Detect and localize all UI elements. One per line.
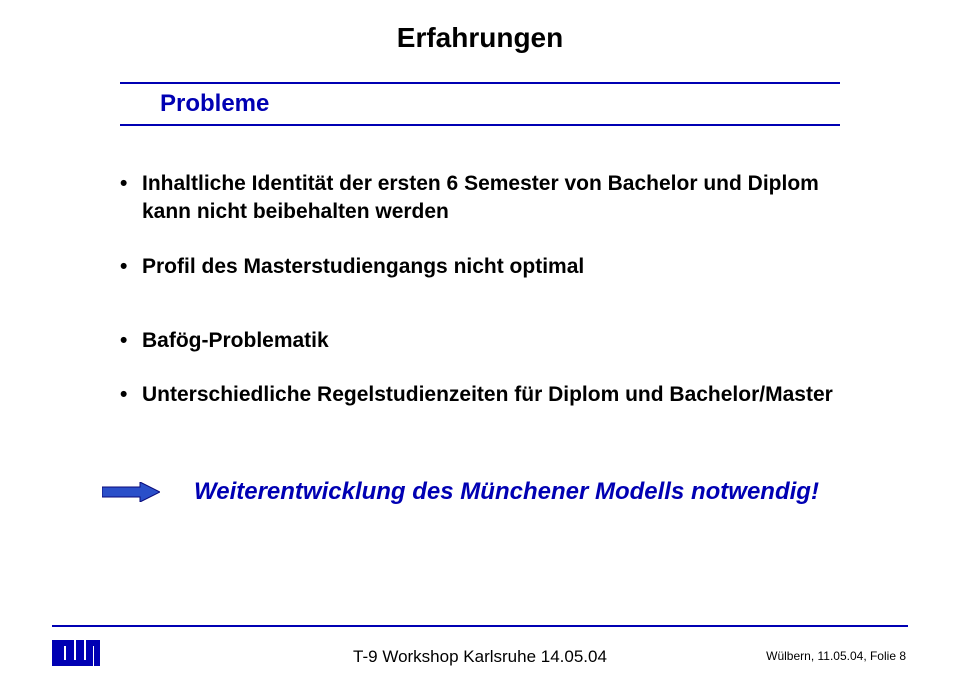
bullet-content: Inhaltliche Identität der ersten 6 Semes… xyxy=(120,170,860,436)
list-item: Bafög-Problematik xyxy=(120,327,860,355)
list-item: Unterschiedliche Regelstudienzeiten für … xyxy=(120,381,860,409)
emphasis-row: Weiterentwicklung des Münchener Modells … xyxy=(102,478,882,506)
emphasis-text: Weiterentwicklung des Münchener Modells … xyxy=(194,478,819,506)
divider-bottom xyxy=(120,124,840,126)
spacer xyxy=(120,307,860,327)
subtitle: Probleme xyxy=(120,84,840,124)
slide-title: Erfahrungen xyxy=(0,22,960,54)
footer-divider xyxy=(52,625,908,627)
arrow-right-icon xyxy=(102,482,160,502)
subtitle-block: Probleme xyxy=(120,82,840,126)
list-item: Inhaltliche Identität der ersten 6 Semes… xyxy=(120,170,860,227)
list-item: Profil des Masterstudiengangs nicht opti… xyxy=(120,253,860,281)
footer-right: Wülbern, 11.05.04, Folie 8 xyxy=(766,649,906,663)
slide: Erfahrungen Probleme Inhaltliche Identit… xyxy=(0,0,960,689)
